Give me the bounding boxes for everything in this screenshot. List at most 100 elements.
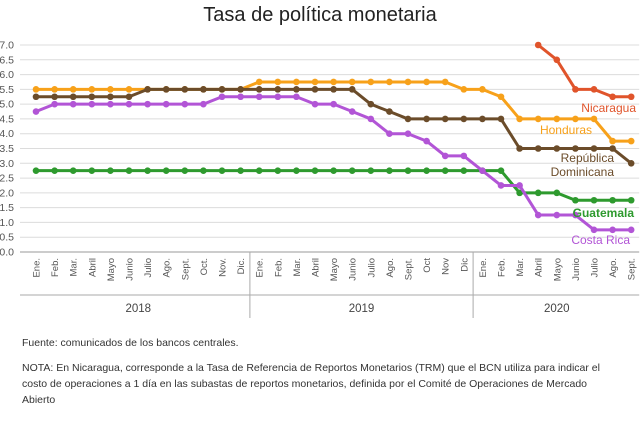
data-point <box>237 86 244 93</box>
x-tick-label: Abril <box>87 258 98 277</box>
x-tick-label: Mar. <box>292 258 303 276</box>
data-point <box>330 100 337 108</box>
data-point <box>497 115 505 123</box>
data-point <box>516 182 523 189</box>
data-point <box>200 167 207 174</box>
data-point <box>293 167 300 174</box>
data-point <box>590 196 598 204</box>
series-label: Honduras <box>540 123 592 137</box>
data-point <box>386 78 393 86</box>
x-tick-label: Oct. <box>199 258 210 275</box>
data-point <box>441 152 449 160</box>
data-point <box>51 167 58 174</box>
data-point <box>274 86 282 93</box>
data-point <box>367 115 375 123</box>
y-tick-label: 4.5 <box>0 113 14 125</box>
y-tick-label: 5.0 <box>0 99 14 111</box>
data-point <box>386 108 393 115</box>
series-nicaragua <box>534 41 635 101</box>
x-tick-label: Ene. <box>32 258 43 278</box>
y-tick-label: 6.0 <box>0 69 14 81</box>
data-point <box>255 167 263 174</box>
data-point <box>609 226 616 234</box>
x-tick-label: Sept. <box>627 258 638 280</box>
data-point <box>162 167 170 174</box>
y-tick-label: 5.5 <box>0 84 14 96</box>
y-tick-label: 3.0 <box>0 158 14 170</box>
series-rep-blica-dominicana <box>32 86 635 167</box>
x-tick-label: Feb. <box>273 258 284 277</box>
data-point <box>572 86 579 93</box>
data-point <box>479 167 486 174</box>
data-point <box>497 182 505 189</box>
data-point <box>479 86 486 93</box>
series-label: Nicaragua <box>581 101 636 115</box>
line-chart: 0.0 0.5 1.0 1.5 2.0 2.5 3.0 3.5 4.0 4.5 5.0 5.5 6.0 6… <box>0 40 640 318</box>
data-point <box>609 137 616 145</box>
data-point <box>107 93 114 101</box>
data-point <box>274 167 282 174</box>
data-point <box>348 86 356 93</box>
data-point <box>88 100 96 108</box>
series-costa-rica <box>32 93 635 234</box>
y-tick-label: 0.5 <box>0 232 14 244</box>
data-point <box>51 93 58 101</box>
data-point <box>367 100 375 108</box>
y-tick-label: 7.0 <box>0 40 14 52</box>
data-point <box>609 93 616 101</box>
data-point <box>69 100 77 108</box>
data-point <box>200 86 207 93</box>
data-point <box>534 189 542 197</box>
y-tick-label: 3.5 <box>0 143 14 155</box>
data-point <box>311 167 319 174</box>
x-tick-label: Ago. <box>162 258 173 278</box>
x-tick-label: Ene. <box>255 258 266 278</box>
x-tick-label: Feb. <box>497 258 508 277</box>
data-point <box>218 167 226 174</box>
data-point <box>572 115 579 123</box>
data-point <box>125 86 133 93</box>
x-tick-label: Julio <box>366 258 377 278</box>
data-point <box>479 115 486 123</box>
data-point <box>590 226 598 234</box>
data-point <box>497 167 505 174</box>
data-point <box>88 86 96 93</box>
data-point <box>441 167 449 174</box>
series-line <box>36 169 632 202</box>
x-tick-label: Junio <box>571 258 582 281</box>
series-label: Costa Rica <box>571 233 630 247</box>
series-lines <box>32 41 635 234</box>
data-point <box>516 189 523 197</box>
data-point <box>88 93 96 101</box>
x-tick-label: Mar. <box>69 258 80 276</box>
data-point <box>255 93 263 101</box>
x-tick-label: Ago. <box>608 258 619 278</box>
data-point <box>627 93 635 101</box>
data-point <box>107 100 114 108</box>
year-labels: 2018 2019 2020 <box>20 252 640 318</box>
series-guatemala <box>32 167 635 204</box>
data-point <box>553 56 561 64</box>
data-point <box>590 115 598 123</box>
x-tick-label: Dic <box>459 258 470 272</box>
data-point <box>218 86 226 93</box>
x-tick-label: Mayo <box>552 258 563 281</box>
data-point <box>330 167 337 174</box>
data-point <box>274 93 282 101</box>
data-point <box>69 167 77 174</box>
x-tick-label: Mayo <box>106 258 117 281</box>
data-point <box>293 93 300 101</box>
x-tick-label: Nov. <box>218 258 229 277</box>
data-point <box>404 115 412 123</box>
data-point <box>553 115 561 123</box>
data-point <box>367 167 375 174</box>
series-label: Guatemala <box>573 206 635 220</box>
data-point <box>125 93 133 101</box>
data-point <box>553 211 561 219</box>
data-point <box>590 86 598 93</box>
data-point <box>534 41 542 49</box>
data-point <box>181 100 189 108</box>
data-point <box>460 152 468 160</box>
chart-title: Tasa de política monetaria <box>203 4 437 26</box>
data-point <box>404 78 412 86</box>
